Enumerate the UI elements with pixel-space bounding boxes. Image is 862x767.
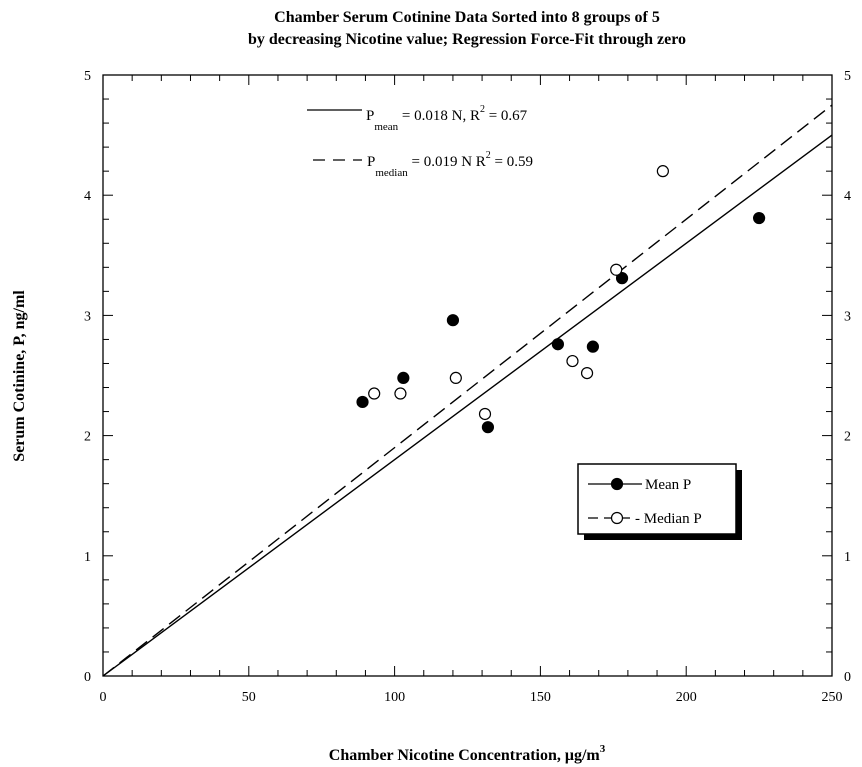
point-median [394,387,407,400]
y-tick-label-left: 4 [84,189,91,204]
eq-mean-symbol: P [366,108,374,124]
point-mean [615,272,629,285]
point-median [478,407,492,421]
legend-median-label: - Median P [635,511,702,527]
y-tick-label-right: 0 [844,670,851,685]
y-tick-label-right: 2 [844,430,851,445]
data-points [356,165,766,434]
chart-title-line-1: Chamber Serum Cotinine Data Sorted into … [274,9,660,26]
eq-median-superscript: 2 [486,150,491,161]
x-axis-label: Chamber Nicotine Concentration, μg/m3 [329,743,606,764]
y-tick-label-left: 5 [84,69,91,84]
x-tick-label: 250 [822,690,843,705]
eq-median-body: = 0.019 N R [408,154,486,170]
y-axis-label: Serum Cotinine, P, ng/ml [11,290,28,462]
point-median [656,165,669,178]
eq-mean-superscript: 2 [480,104,485,115]
x-tick-label: 100 [384,690,405,705]
point-median [566,354,579,368]
legend-median-marker [610,511,624,525]
y-tick-label-right: 4 [844,189,851,204]
point-median [580,366,594,380]
x-tick-label: 50 [242,690,256,705]
y-tick-label-left: 0 [84,670,91,685]
eq-mean-r2: = 0.67 [485,108,528,124]
point-mean [551,338,564,351]
regression-line-mean [102,134,833,677]
x-tick-label: 150 [530,690,551,705]
eq-mean-subscript: mean [374,121,398,133]
eq-median-symbol: P [367,154,375,170]
eq-median-subscript: median [375,167,408,179]
plot-frame [102,74,833,677]
legend: Mean P - Median P [577,463,742,540]
legend-box [577,463,737,535]
y-tick-label-left: 2 [84,430,91,445]
x-tick-label: 200 [676,690,697,705]
y-tick-label-right: 3 [844,309,851,324]
chart-title-line-2: by decreasing Nicotine value; Regression… [248,31,686,48]
point-mean [586,340,599,353]
point-median [610,263,623,276]
eq-median-r2: = 0.59 [491,154,533,170]
point-mean [752,211,766,225]
y-tick-label-right: 1 [844,550,851,565]
point-median [449,371,462,385]
y-tick-label-left: 3 [84,309,91,324]
y-tick-label-right: 5 [844,69,851,84]
point-mean [397,371,410,385]
eq-median: Pmedian = 0.019 N R2 = 0.59 [367,150,533,179]
x-tick-label: 0 [100,690,107,705]
point-mean [446,314,460,327]
x-axis-label-text: Chamber Nicotine Concentration, μg/m [329,747,601,764]
point-mean [356,395,369,409]
legend-mean-marker [610,477,624,491]
legend-mean-label: Mean P [645,477,691,493]
regression-lines [102,104,833,677]
eq-mean-body: = 0.018 N, R [398,108,480,124]
point-median [368,387,381,400]
regression-line-median [102,104,833,677]
point-mean [481,421,495,434]
eq-mean: Pmean = 0.018 N, R2 = 0.67 [366,104,528,133]
y-tick-label-left: 1 [84,550,91,565]
x-axis-label-superscript: 3 [600,743,606,755]
